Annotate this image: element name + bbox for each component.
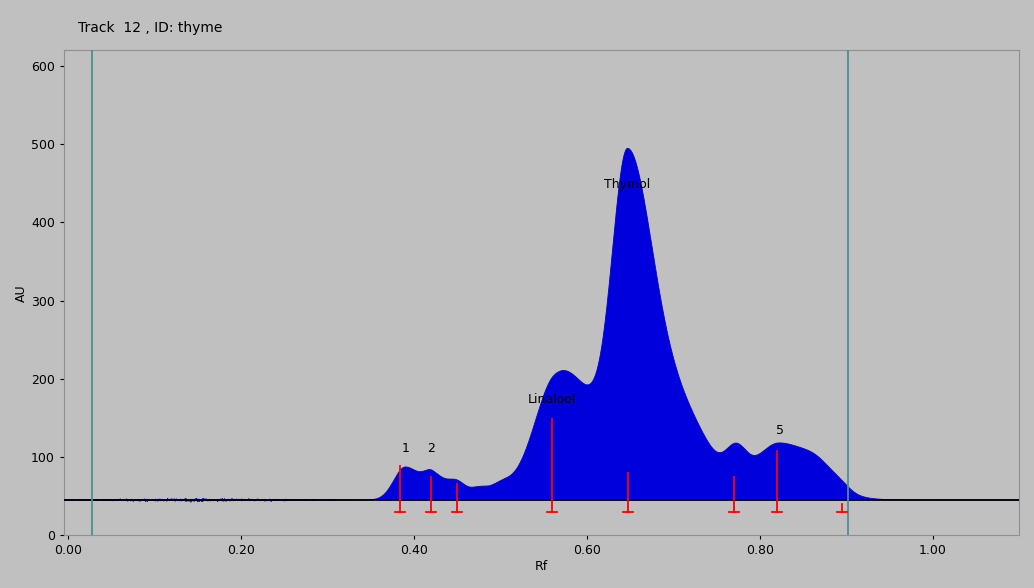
Text: Thymol: Thymol xyxy=(604,178,650,191)
Text: Linalool: Linalool xyxy=(528,393,576,406)
Text: 5: 5 xyxy=(776,425,784,437)
X-axis label: Rf: Rf xyxy=(535,560,548,573)
Text: 1: 1 xyxy=(401,442,409,456)
Text: 2: 2 xyxy=(427,442,435,456)
Text: Track  12 , ID: thyme: Track 12 , ID: thyme xyxy=(78,21,222,35)
Y-axis label: AU: AU xyxy=(16,284,28,302)
